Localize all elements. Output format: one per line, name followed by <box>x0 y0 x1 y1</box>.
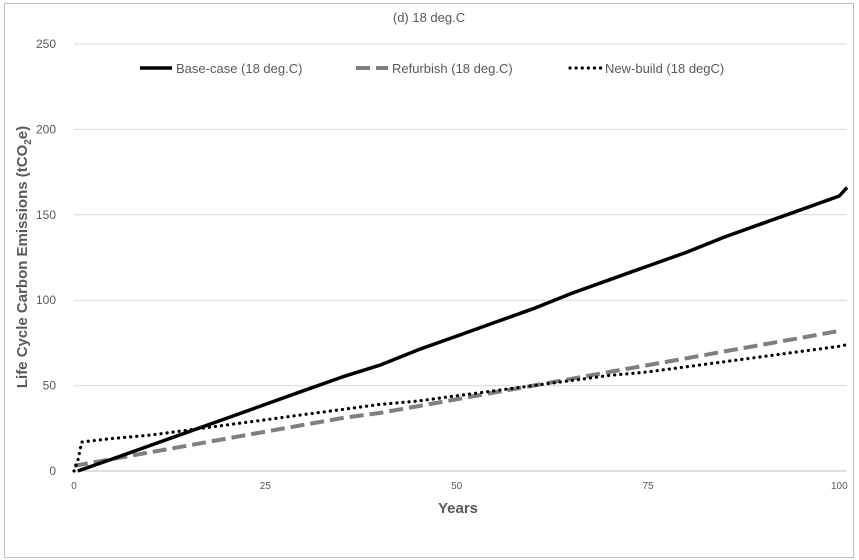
chart-frame <box>4 3 854 558</box>
y-tick-label: 50 <box>43 379 57 393</box>
y-tick-label: 100 <box>36 293 56 307</box>
x-tick-label: 0 <box>71 481 77 492</box>
y-axis-label-tail: e) <box>14 126 31 139</box>
y-axis-label-subscript: 2 <box>23 139 34 145</box>
series-line-solid <box>77 186 849 473</box>
y-tick-label: 150 <box>36 208 56 222</box>
y-axis-label: Life Cycle Carbon Emissions (tCO2e) <box>14 126 34 388</box>
series-line-dashed <box>73 328 840 468</box>
chart-title: (d) 18 deg.C <box>393 10 465 25</box>
y-tick-label: 250 <box>36 37 56 51</box>
legend: Base-case (18 deg.C) Refurbish (18 deg.C)… <box>140 61 724 76</box>
series-line-dotted <box>72 343 849 473</box>
x-axis-label: Years <box>438 500 478 517</box>
x-tick-label: 75 <box>642 481 654 492</box>
gridlines <box>74 43 847 387</box>
x-tick-label: 50 <box>451 481 463 492</box>
x-axis-ticks: 0 25 50 75 100 <box>71 481 848 492</box>
y-axis-label-main: Life Cycle Carbon Emissions (tCO <box>14 144 31 388</box>
x-tick-label: 25 <box>260 481 272 492</box>
series-group <box>72 186 849 473</box>
legend-label: Refurbish (18 deg.C) <box>392 61 513 76</box>
y-tick-label: 200 <box>36 122 56 136</box>
x-tick-label: 100 <box>831 481 848 492</box>
y-tick-label: 0 <box>49 464 56 478</box>
y-axis-ticks: 0 50 100 150 200 250 <box>36 37 56 478</box>
legend-label: New-build (18 degC) <box>605 61 724 76</box>
legend-label: Base-case (18 deg.C) <box>176 61 302 76</box>
